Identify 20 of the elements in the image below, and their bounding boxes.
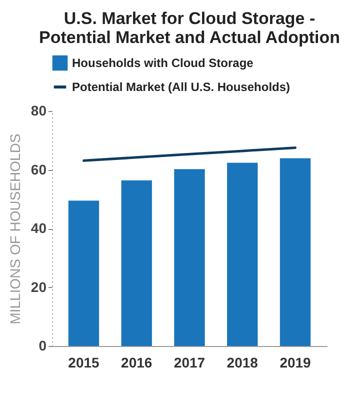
x-tick-label: 2015: [68, 354, 100, 370]
x-tick-label: 2016: [121, 354, 152, 370]
y-tick-label: 0: [38, 338, 47, 354]
y-axis-title: MILLIONS OF HOUSEHOLDS: [6, 134, 23, 324]
x-tick-label: 2018: [226, 354, 258, 370]
y-tick-label: 60: [30, 161, 47, 178]
y-tick-label: 20: [30, 278, 47, 295]
bar: [121, 180, 152, 346]
bar: [280, 158, 311, 346]
chart-title: U.S. Market for Cloud Storage - Potential Market and Actual Adoption: [39, 9, 340, 47]
x-tick-label: 2019: [280, 354, 312, 370]
x-tick-label: 2017: [174, 354, 206, 370]
bar: [174, 169, 205, 346]
legend-label: Potential Market (All U.S. Households): [72, 80, 290, 94]
legend-label: Households with Cloud Storage: [72, 56, 254, 70]
y-tick-label: 80: [30, 102, 47, 118]
line-series: [82, 146, 297, 162]
y-tick-label: 40: [30, 220, 47, 236]
bar: [68, 200, 100, 346]
bar: [227, 162, 258, 346]
